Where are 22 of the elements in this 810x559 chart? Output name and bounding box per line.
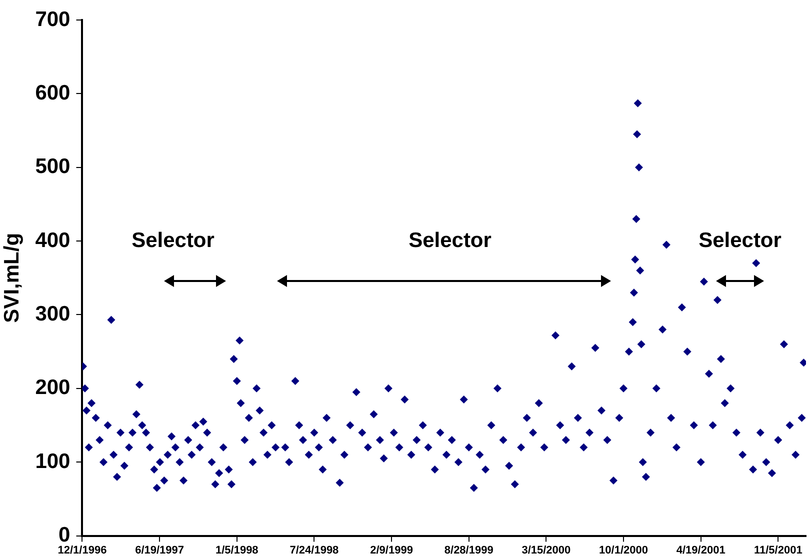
x-tick-label: 10/1/2000	[599, 544, 648, 556]
x-tick-label: 11/5/2001	[754, 544, 802, 556]
y-axis-title: SVI,mL/g	[0, 232, 24, 323]
x-tick-label: 7/24/1998	[290, 544, 339, 556]
x-tick-label: 6/19/1997	[135, 544, 184, 556]
y-tick-label: 400	[35, 228, 70, 252]
annotation: Selector	[698, 229, 782, 253]
y-tick-label: 500	[35, 155, 70, 178]
y-tick-label: 300	[35, 302, 70, 326]
annotation: Selector	[408, 229, 492, 253]
y-tick-label: 0	[58, 524, 70, 547]
annotation: Selector	[132, 229, 214, 253]
y-tick-label: 700	[35, 8, 70, 31]
y-tick-label: 100	[35, 450, 70, 473]
x-tick-label: 12/1/1996	[58, 544, 107, 556]
x-tick-label: 3/15/2000	[522, 544, 571, 556]
y-tick-label: 200	[35, 376, 70, 400]
x-tick-label: 8/28/1999	[444, 544, 494, 556]
x-tick-label: 2/9/1999	[370, 544, 413, 556]
x-tick-label: 1/5/1998	[215, 544, 258, 556]
y-tick-label: 600	[35, 81, 70, 104]
x-tick-label: 4/19/2001	[676, 544, 726, 556]
